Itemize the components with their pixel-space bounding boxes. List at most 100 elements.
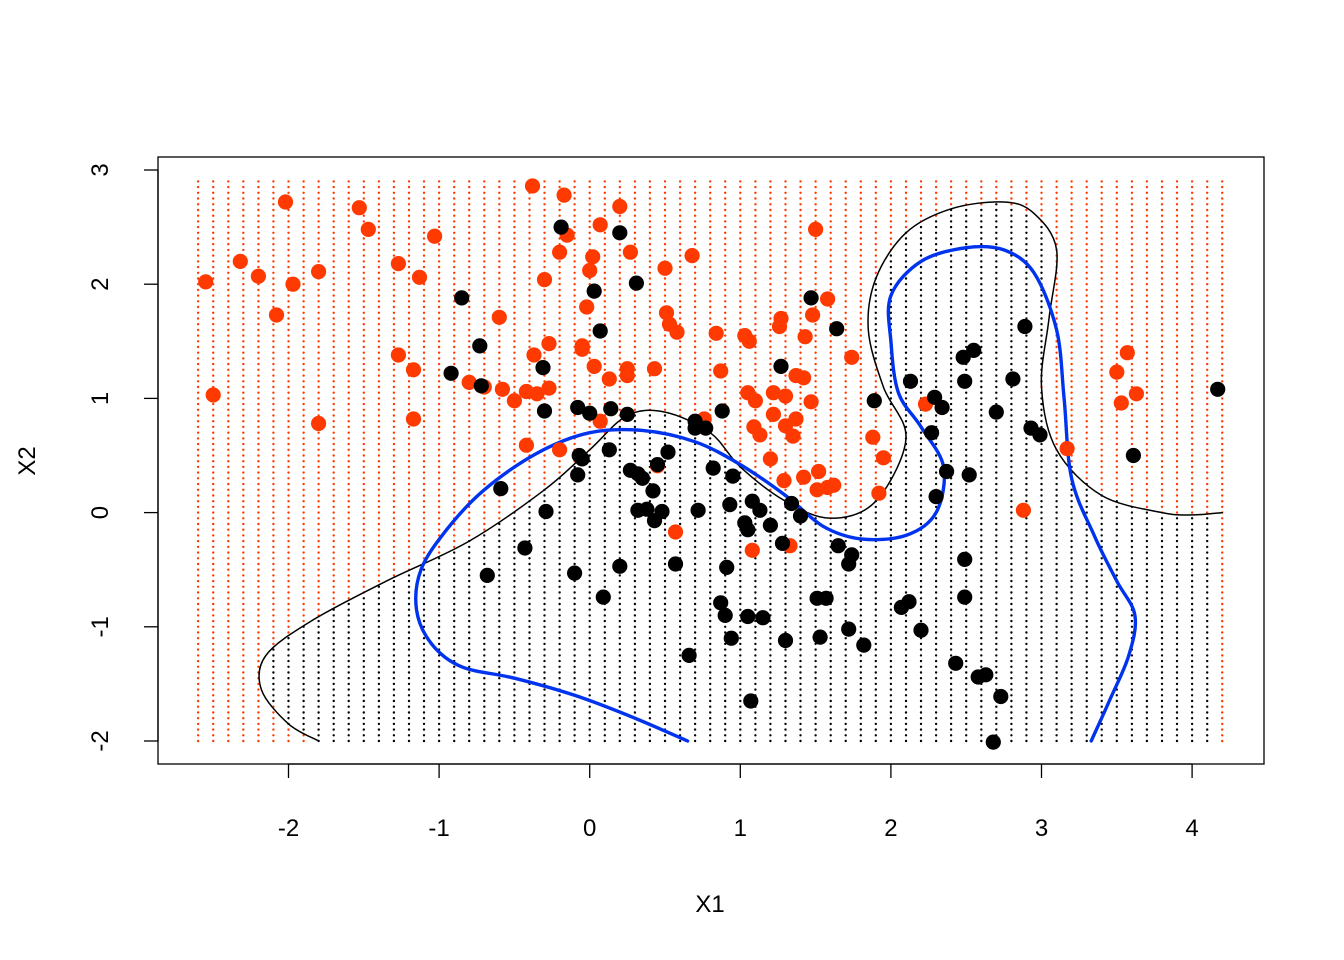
point-red bbox=[494, 381, 510, 397]
x-tick-label: 4 bbox=[1185, 815, 1198, 842]
point-red bbox=[657, 260, 673, 276]
point-black bbox=[582, 405, 598, 421]
y-tick-label: 2 bbox=[87, 278, 114, 291]
point-red bbox=[844, 349, 860, 365]
point-black bbox=[1017, 318, 1033, 335]
point-red bbox=[556, 187, 572, 203]
point-red bbox=[811, 463, 827, 480]
point-red bbox=[585, 249, 601, 265]
point-red bbox=[411, 269, 428, 285]
point-black bbox=[443, 365, 459, 381]
point-black bbox=[924, 425, 940, 441]
axes: -2 -1 0 1 2 3 4 -2 -1 0 1 2 3 bbox=[87, 163, 1199, 842]
point-black bbox=[473, 378, 489, 394]
point-red bbox=[1119, 345, 1135, 361]
point-black bbox=[517, 540, 533, 556]
point-red bbox=[762, 451, 779, 467]
point-red bbox=[669, 324, 685, 340]
point-black bbox=[783, 495, 800, 512]
y-axis-title: X2 bbox=[14, 446, 41, 475]
point-black bbox=[993, 688, 1009, 705]
point-black bbox=[628, 275, 645, 291]
point-black bbox=[755, 610, 771, 626]
point-black bbox=[723, 630, 739, 646]
point-red bbox=[579, 299, 595, 315]
point-black bbox=[719, 559, 735, 576]
point-red bbox=[552, 442, 568, 458]
point-black bbox=[1005, 371, 1021, 387]
point-black bbox=[454, 290, 470, 306]
point-red bbox=[360, 221, 376, 237]
point-black bbox=[717, 607, 733, 624]
point-black bbox=[639, 501, 655, 517]
y-tick-label: 0 bbox=[87, 506, 114, 519]
point-red bbox=[1113, 395, 1129, 411]
point-black bbox=[988, 404, 1004, 420]
point-red bbox=[390, 347, 406, 363]
point-black bbox=[792, 508, 809, 524]
point-black bbox=[472, 338, 488, 354]
point-black bbox=[948, 655, 964, 671]
point-black bbox=[493, 481, 509, 497]
point-red bbox=[552, 244, 568, 260]
point-black bbox=[586, 283, 602, 299]
fitted-boundary-line bbox=[258, 201, 1223, 742]
point-red bbox=[744, 542, 760, 558]
point-black bbox=[649, 457, 666, 473]
point-red bbox=[541, 336, 557, 352]
point-red bbox=[797, 329, 813, 345]
point-black bbox=[752, 502, 768, 518]
point-black bbox=[536, 403, 553, 419]
point-red bbox=[405, 411, 422, 427]
point-red bbox=[820, 291, 836, 307]
point-black bbox=[714, 403, 730, 419]
point-black bbox=[743, 693, 759, 709]
point-black bbox=[603, 401, 619, 417]
x-tick-label: 0 bbox=[583, 815, 596, 842]
x-tick-label: -2 bbox=[278, 815, 299, 842]
point-black bbox=[1210, 381, 1226, 397]
point-red bbox=[198, 274, 214, 290]
point-black bbox=[812, 629, 828, 645]
point-red bbox=[285, 276, 301, 292]
point-black bbox=[961, 467, 977, 483]
point-red bbox=[461, 374, 477, 390]
point-black bbox=[740, 608, 756, 625]
point-red bbox=[601, 371, 617, 387]
point-red bbox=[518, 437, 535, 453]
true-boundary-line bbox=[414, 244, 1138, 743]
point-red bbox=[808, 221, 824, 237]
point-black bbox=[660, 444, 676, 460]
point-red bbox=[865, 429, 881, 445]
point-black bbox=[705, 460, 721, 476]
decision-boundaries bbox=[258, 201, 1223, 743]
point-black bbox=[612, 558, 628, 574]
point-red bbox=[491, 309, 507, 325]
point-black bbox=[574, 451, 590, 467]
point-red bbox=[796, 370, 812, 386]
point-black bbox=[725, 468, 741, 484]
point-red bbox=[1109, 364, 1125, 380]
x-tick-label: 1 bbox=[734, 815, 747, 842]
point-black bbox=[774, 535, 791, 552]
point-red bbox=[619, 368, 635, 384]
point-black bbox=[595, 589, 611, 605]
point-red bbox=[351, 200, 367, 216]
x-tick-label: 3 bbox=[1035, 815, 1048, 842]
point-red bbox=[232, 253, 248, 269]
point-red bbox=[592, 217, 608, 233]
point-red bbox=[405, 362, 422, 378]
point-black bbox=[667, 556, 684, 572]
point-black bbox=[803, 290, 819, 306]
point-black bbox=[553, 219, 569, 235]
point-red bbox=[1015, 502, 1031, 518]
point-red bbox=[582, 262, 598, 279]
point-red bbox=[871, 485, 887, 501]
point-black bbox=[773, 358, 789, 374]
point-black bbox=[722, 497, 738, 513]
point-black bbox=[978, 667, 994, 683]
point-black bbox=[1125, 447, 1141, 464]
point-black bbox=[866, 393, 882, 409]
point-red bbox=[427, 228, 443, 244]
